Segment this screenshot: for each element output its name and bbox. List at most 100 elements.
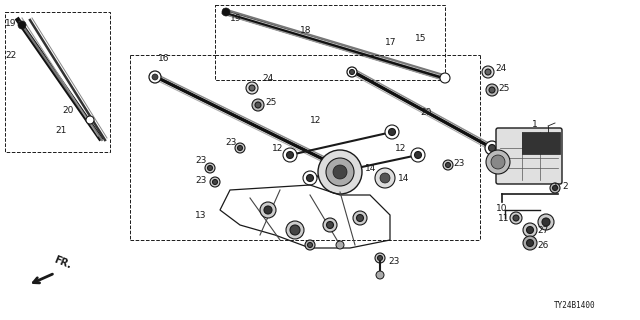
Circle shape: [445, 163, 451, 167]
Circle shape: [349, 69, 355, 75]
Circle shape: [328, 158, 342, 172]
Circle shape: [307, 243, 312, 247]
Text: 25: 25: [265, 98, 276, 107]
Bar: [215, 5, 445, 80]
Circle shape: [287, 151, 294, 158]
Text: 23: 23: [225, 138, 236, 147]
Text: 22: 22: [5, 51, 16, 60]
Circle shape: [255, 102, 261, 108]
Circle shape: [443, 160, 453, 170]
Circle shape: [552, 186, 557, 190]
Circle shape: [323, 218, 337, 232]
Text: 15: 15: [415, 34, 426, 43]
Text: 13: 13: [195, 211, 207, 220]
Circle shape: [489, 87, 495, 93]
Circle shape: [380, 173, 390, 183]
Circle shape: [152, 74, 158, 80]
Bar: [5, 12, 110, 152]
Circle shape: [237, 146, 243, 150]
Circle shape: [286, 221, 304, 239]
Text: 19: 19: [5, 19, 17, 28]
Circle shape: [440, 73, 450, 83]
Circle shape: [252, 99, 264, 111]
Circle shape: [513, 215, 519, 221]
Circle shape: [542, 218, 550, 226]
Text: 10: 10: [496, 204, 508, 212]
Text: 12: 12: [272, 143, 284, 153]
Text: 17: 17: [385, 37, 397, 46]
Circle shape: [222, 8, 230, 16]
Circle shape: [264, 206, 272, 214]
Circle shape: [318, 150, 362, 194]
Text: 19: 19: [230, 13, 241, 22]
Circle shape: [376, 271, 384, 279]
Circle shape: [332, 162, 339, 169]
Circle shape: [415, 151, 422, 158]
Circle shape: [378, 255, 383, 260]
Text: 1: 1: [532, 119, 538, 129]
Text: 25: 25: [498, 84, 509, 92]
Circle shape: [207, 165, 212, 171]
Bar: [522, 132, 560, 154]
Circle shape: [527, 239, 534, 246]
Circle shape: [491, 155, 505, 169]
Text: 24: 24: [262, 74, 273, 83]
Text: 23: 23: [453, 158, 465, 167]
Text: 12: 12: [395, 143, 406, 153]
Text: 14: 14: [398, 173, 410, 182]
Circle shape: [486, 150, 510, 174]
Circle shape: [353, 211, 367, 225]
Circle shape: [307, 174, 314, 181]
Circle shape: [283, 148, 297, 162]
Circle shape: [523, 223, 537, 237]
Circle shape: [86, 116, 94, 124]
Circle shape: [336, 241, 344, 249]
Circle shape: [210, 177, 220, 187]
Text: 27: 27: [537, 226, 548, 235]
Text: 20: 20: [62, 106, 74, 115]
Circle shape: [18, 21, 26, 29]
Circle shape: [486, 84, 498, 96]
Circle shape: [510, 212, 522, 224]
Circle shape: [488, 145, 495, 151]
Circle shape: [485, 69, 491, 75]
Text: 18: 18: [300, 26, 312, 35]
Circle shape: [485, 141, 499, 155]
Circle shape: [333, 165, 347, 179]
Circle shape: [385, 125, 399, 139]
Text: 16: 16: [158, 53, 170, 62]
Circle shape: [246, 82, 258, 94]
Circle shape: [347, 67, 357, 77]
Text: TY24B1400: TY24B1400: [554, 300, 596, 309]
Circle shape: [249, 85, 255, 91]
Text: 21: 21: [55, 125, 67, 134]
Circle shape: [388, 129, 396, 135]
Circle shape: [538, 214, 554, 230]
Text: 20: 20: [420, 108, 431, 116]
Text: 23: 23: [388, 258, 399, 267]
Circle shape: [260, 202, 276, 218]
Text: 23: 23: [195, 175, 206, 185]
Text: 12: 12: [310, 116, 321, 124]
Text: 24: 24: [495, 63, 506, 73]
Circle shape: [290, 225, 300, 235]
Circle shape: [326, 158, 354, 186]
Circle shape: [149, 71, 161, 83]
Circle shape: [356, 214, 364, 221]
Text: FR.: FR.: [52, 255, 72, 271]
Text: 2: 2: [562, 181, 568, 190]
Circle shape: [375, 168, 395, 188]
FancyBboxPatch shape: [496, 128, 562, 184]
Text: 23: 23: [195, 156, 206, 164]
Circle shape: [235, 143, 245, 153]
Text: 14: 14: [365, 164, 376, 172]
Circle shape: [212, 180, 218, 185]
Circle shape: [411, 148, 425, 162]
Circle shape: [482, 66, 494, 78]
Circle shape: [305, 240, 315, 250]
Circle shape: [375, 253, 385, 263]
Text: 11: 11: [498, 213, 509, 222]
Circle shape: [205, 163, 215, 173]
Circle shape: [527, 227, 534, 234]
Circle shape: [303, 171, 317, 185]
